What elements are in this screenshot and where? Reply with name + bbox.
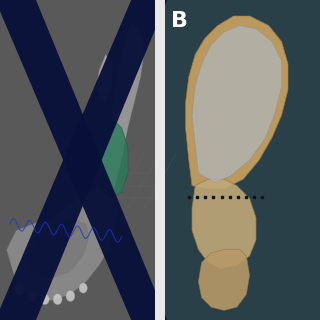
Polygon shape (192, 26, 282, 182)
Polygon shape (96, 54, 112, 102)
Polygon shape (90, 38, 144, 224)
Polygon shape (186, 16, 288, 189)
Ellipse shape (66, 291, 75, 301)
FancyBboxPatch shape (165, 0, 320, 320)
Polygon shape (0, 0, 167, 320)
Polygon shape (122, 22, 144, 64)
Polygon shape (26, 218, 90, 278)
FancyBboxPatch shape (155, 0, 165, 320)
Ellipse shape (53, 294, 62, 305)
Polygon shape (6, 186, 118, 301)
Polygon shape (192, 179, 256, 269)
Polygon shape (96, 118, 128, 198)
Ellipse shape (40, 294, 49, 305)
Ellipse shape (27, 290, 37, 302)
FancyBboxPatch shape (0, 0, 155, 320)
Ellipse shape (79, 283, 87, 293)
Ellipse shape (14, 284, 24, 296)
Polygon shape (198, 250, 250, 310)
Polygon shape (0, 0, 167, 320)
Text: B: B (171, 11, 188, 31)
